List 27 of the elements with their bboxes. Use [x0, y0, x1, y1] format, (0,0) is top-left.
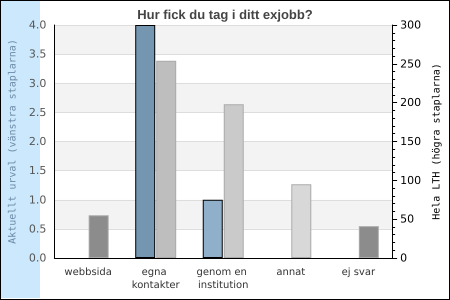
x-tick-label: webbsida — [64, 267, 112, 278]
y-tick-label: 3.0 — [28, 76, 46, 90]
y-tick-label: 0.0 — [28, 252, 46, 264]
y-tick-label: 0.5 — [28, 222, 46, 236]
y2-tick-label: 300 — [400, 18, 422, 32]
y-tick-label: 1.5 — [28, 164, 46, 178]
y-tick-label: 2.5 — [28, 106, 46, 119]
y2-tick-label: 100 — [400, 174, 422, 187]
y2-tick-label: 0 — [400, 252, 408, 264]
y2-tick-label: 150 — [400, 135, 422, 148]
chart-title: Hur fick du tag i ditt exjobb? — [137, 7, 313, 22]
y2-tick-label: 200 — [400, 96, 422, 110]
y2-axis-title: Hela LTH (högra staplarna) — [432, 63, 442, 220]
bar — [224, 104, 244, 258]
y-tick-label: 3.5 — [28, 48, 46, 61]
x-tick-label: genom en institution — [196, 267, 250, 291]
bar — [358, 226, 379, 258]
x-tick-label: egna kontakter — [132, 267, 181, 291]
x-tick-label: annat — [276, 267, 306, 278]
y-axis-title: Aktuellt urval (vänstra staplarna) — [8, 39, 18, 244]
x-tick-label: ej svar — [342, 267, 376, 278]
bar — [88, 215, 109, 258]
y-tick-label: 4.0 — [28, 18, 46, 32]
y2-tick-label: 250 — [400, 57, 422, 70]
y-tick-label: 1.0 — [28, 193, 46, 206]
y-tick-label: 2.0 — [28, 135, 46, 148]
y2-tick-label: 50 — [400, 212, 414, 226]
